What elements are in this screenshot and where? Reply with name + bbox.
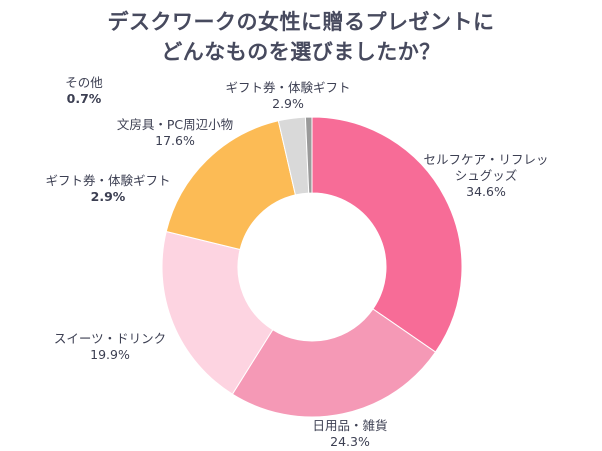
slice-value: 2.9% xyxy=(272,96,304,111)
chart-title-line-1: デスクワークの女性に贈るプレゼントに xyxy=(107,10,495,34)
slice-label-text: セルフケア・リフレッシュグッズ xyxy=(423,152,549,183)
slice-label-sweets: スイーツ・ドリンク 19.9% xyxy=(54,331,166,363)
slice-label-text: ギフト券・体験ギフト xyxy=(45,173,171,188)
slice-label-stationery: 文房具・PC周辺小物 17.6% xyxy=(117,117,233,149)
slice-label-text: その他 xyxy=(65,75,103,90)
donut-slice-0 xyxy=(311,116,463,353)
slice-label-selfcare: セルフケア・リフレッシュグッズ 34.6% xyxy=(421,152,551,200)
slice-label-text: スイーツ・ドリンク xyxy=(53,331,167,346)
slice-label-daily-goods: 日用品・雑貨 24.3% xyxy=(312,418,387,450)
slice-label-gift-card: ギフト券・体験ギフト 2.9% xyxy=(225,80,350,112)
extra-label-gift-card: ギフト券・体験ギフト 2.9% xyxy=(45,173,170,205)
slice-label-text: ギフト券・体験ギフト xyxy=(225,80,351,95)
slice-value: 24.3% xyxy=(330,434,370,449)
slice-value: 2.9% xyxy=(90,189,126,204)
donut-slice-3 xyxy=(165,120,297,251)
chart-title-line-2: どんなものを選びましたか？ xyxy=(161,40,441,64)
slice-value: 17.6% xyxy=(155,133,195,148)
slice-label-other: その他 0.7% xyxy=(65,75,103,107)
donut-slice-2 xyxy=(161,230,274,395)
donut-slice-5 xyxy=(304,116,313,194)
slice-label-text: 日用品・雑貨 xyxy=(312,418,388,433)
slice-label-text: 文房具・PC周辺小物 xyxy=(116,117,234,132)
donut-slice-1 xyxy=(231,308,437,418)
slice-value: 0.7% xyxy=(66,91,102,106)
slice-value: 19.9% xyxy=(90,347,130,362)
slice-value: 34.6% xyxy=(466,184,506,199)
